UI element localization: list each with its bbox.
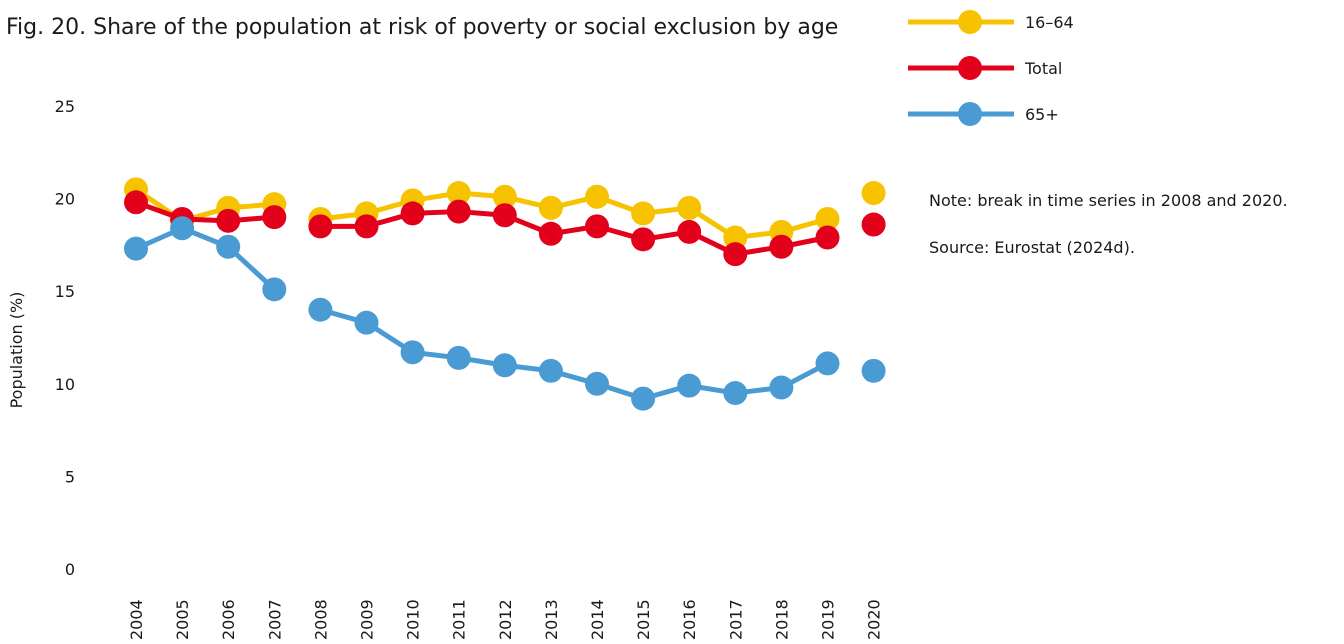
data-point <box>815 225 840 250</box>
data-point <box>815 351 840 376</box>
data-point <box>354 214 379 239</box>
data-point <box>677 195 702 220</box>
x-tick-label: 2019 <box>819 599 838 640</box>
data-point <box>308 297 333 322</box>
y-axis-label: Population (%) <box>7 292 26 409</box>
y-tick-label: 25 <box>55 97 75 116</box>
series-line <box>134 187 275 224</box>
data-point <box>723 225 748 250</box>
data-point <box>861 358 886 383</box>
data-point <box>446 181 471 206</box>
data-point <box>723 242 748 267</box>
x-tick-label: 2004 <box>127 599 146 640</box>
y-tick-label: 0 <box>65 560 75 579</box>
data-point <box>308 214 333 239</box>
x-tick-label: 2009 <box>358 599 377 640</box>
y-tick-label: 10 <box>55 375 75 394</box>
data-point <box>861 181 886 206</box>
data-point <box>400 340 425 365</box>
series-3 <box>124 216 886 411</box>
series-2 <box>124 190 886 267</box>
legend: 16–64 Total 65+ <box>908 10 1074 126</box>
data-point <box>216 208 241 233</box>
x-tick-label: 2006 <box>219 599 238 640</box>
data-point <box>538 358 563 383</box>
data-point <box>262 205 287 230</box>
data-point <box>677 219 702 244</box>
data-point <box>492 203 517 228</box>
data-point <box>631 227 656 252</box>
data-point <box>723 381 748 406</box>
legend-item: 16–64 <box>908 10 1074 34</box>
series-layer <box>124 177 886 411</box>
chart-title: Fig. 20. Share of the population at risk… <box>6 15 838 40</box>
x-tick-label: 2020 <box>865 599 884 640</box>
y-tick-label: 5 <box>65 467 75 486</box>
note-text: Note: break in time series in 2008 and 2… <box>929 191 1288 210</box>
data-point <box>170 216 195 241</box>
data-point <box>631 201 656 226</box>
data-point <box>124 190 148 215</box>
legend-item: 65+ <box>908 102 1059 126</box>
x-tick-label: 2017 <box>726 599 745 640</box>
data-point <box>492 184 517 209</box>
data-point <box>769 375 794 400</box>
x-tick-label: 2008 <box>311 599 330 640</box>
legend-label: 65+ <box>1025 105 1059 124</box>
data-point <box>124 236 148 261</box>
note-text: Source: Eurostat (2024d). <box>929 238 1135 257</box>
data-point <box>769 234 794 259</box>
x-tick-label: 2012 <box>496 599 515 640</box>
data-point <box>354 310 379 335</box>
data-point <box>815 206 840 231</box>
data-point <box>538 221 563 246</box>
series-line <box>135 199 275 224</box>
y-tick-label: 20 <box>55 190 75 209</box>
data-point <box>585 371 609 396</box>
data-point <box>446 199 471 224</box>
legend-label: Total <box>1024 59 1062 78</box>
series-line <box>320 209 828 257</box>
series-line <box>134 225 276 292</box>
legend-marker <box>958 102 982 126</box>
y-axis-ticks: 0 5 10 15 20 25 <box>55 97 75 579</box>
x-tick-label: 2013 <box>542 599 561 640</box>
data-point <box>400 201 425 226</box>
x-tick-label: 2015 <box>634 599 653 640</box>
data-point <box>677 373 702 398</box>
x-tick-label: 2011 <box>450 599 469 640</box>
notes: Note: break in time series in 2008 and 2… <box>929 191 1288 257</box>
data-point <box>216 234 241 259</box>
data-point <box>585 214 609 239</box>
data-point <box>262 277 287 302</box>
x-tick-label: 2010 <box>404 599 423 640</box>
y-tick-label: 15 <box>55 282 75 301</box>
data-point <box>492 353 517 378</box>
x-tick-label: 2014 <box>588 599 607 640</box>
data-point <box>631 386 656 411</box>
x-axis-ticks: 2004 2005 2006 2007 2008 2009 2010 2011 2012 2013… <box>127 599 884 640</box>
x-tick-label: 2007 <box>265 599 284 640</box>
data-point <box>861 212 886 237</box>
legend-item: Total <box>908 56 1062 80</box>
data-point <box>585 184 609 209</box>
x-tick-label: 2016 <box>680 599 699 640</box>
data-point <box>538 195 563 220</box>
data-point <box>446 345 471 370</box>
series-line <box>319 307 829 402</box>
legend-label: 16–64 <box>1025 13 1074 32</box>
x-tick-label: 2018 <box>772 599 791 640</box>
x-tick-label: 2005 <box>173 599 192 640</box>
legend-marker <box>958 10 982 34</box>
legend-marker <box>958 56 982 80</box>
